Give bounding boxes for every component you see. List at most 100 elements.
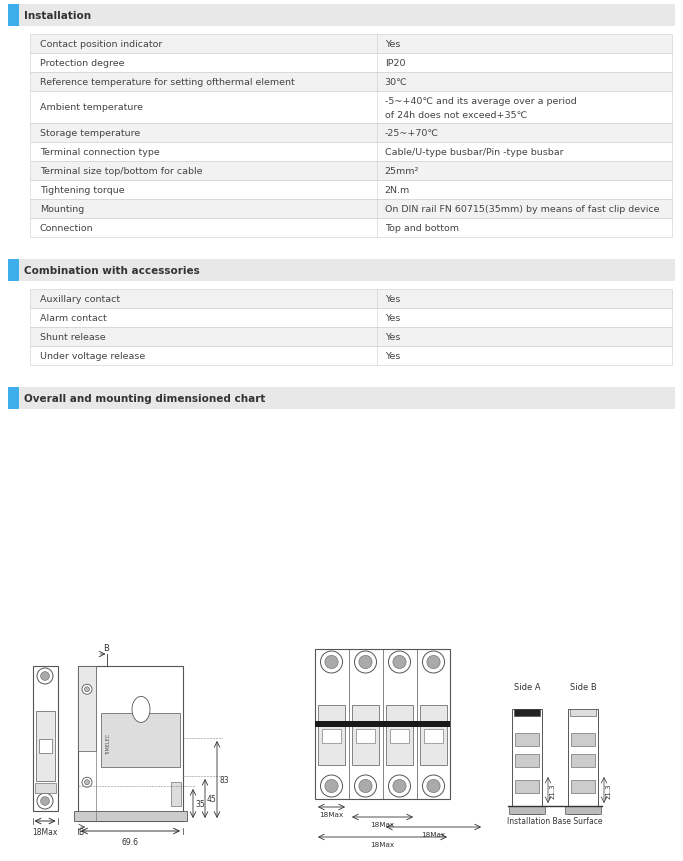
Bar bbox=[565, 806, 601, 814]
Circle shape bbox=[37, 668, 53, 684]
Ellipse shape bbox=[132, 697, 150, 722]
Text: 30℃: 30℃ bbox=[385, 77, 408, 87]
Text: Yes: Yes bbox=[385, 351, 400, 361]
Bar bbox=[390, 729, 409, 743]
Bar bbox=[571, 754, 595, 767]
Text: Contact position indicator: Contact position indicator bbox=[40, 40, 163, 49]
Text: 21.3: 21.3 bbox=[606, 783, 612, 798]
Bar bbox=[35, 784, 55, 793]
Bar bbox=[74, 811, 187, 821]
Text: Under voltage release: Under voltage release bbox=[40, 351, 145, 361]
Text: Mounting: Mounting bbox=[40, 205, 84, 214]
Bar bbox=[8, 5, 675, 27]
Text: Yes: Yes bbox=[385, 294, 400, 304]
Bar bbox=[386, 705, 413, 765]
Text: Yes: Yes bbox=[385, 313, 400, 323]
Bar bbox=[33, 666, 57, 811]
Bar bbox=[356, 729, 375, 743]
Bar bbox=[30, 347, 672, 366]
Circle shape bbox=[389, 775, 410, 797]
Bar bbox=[30, 143, 672, 162]
Bar bbox=[8, 387, 19, 410]
Circle shape bbox=[85, 687, 89, 692]
Text: of 24h does not exceed+35℃: of 24h does not exceed+35℃ bbox=[385, 110, 527, 120]
Bar bbox=[318, 705, 345, 765]
Bar bbox=[30, 92, 672, 124]
Bar bbox=[515, 734, 539, 746]
Circle shape bbox=[82, 777, 92, 787]
Bar bbox=[515, 754, 539, 767]
Text: 18Max: 18Max bbox=[421, 831, 445, 837]
Text: Alarm contact: Alarm contact bbox=[40, 313, 107, 323]
Text: Ambient temperature: Ambient temperature bbox=[40, 103, 143, 113]
Circle shape bbox=[393, 655, 406, 669]
Bar bbox=[322, 729, 341, 743]
Bar bbox=[30, 200, 672, 219]
Text: TIMELEC: TIMELEC bbox=[106, 733, 111, 754]
Text: 18Max: 18Max bbox=[32, 827, 57, 836]
Text: Tightening torque: Tightening torque bbox=[40, 186, 124, 195]
Circle shape bbox=[85, 780, 89, 785]
Circle shape bbox=[389, 651, 410, 673]
Bar bbox=[570, 709, 596, 716]
Text: IP20: IP20 bbox=[385, 59, 405, 68]
Text: 18Max: 18Max bbox=[370, 821, 395, 827]
Bar bbox=[8, 387, 675, 410]
Bar bbox=[571, 780, 595, 793]
Circle shape bbox=[354, 651, 376, 673]
Circle shape bbox=[427, 655, 440, 669]
Text: Side A: Side A bbox=[514, 682, 540, 691]
Circle shape bbox=[354, 775, 376, 797]
Text: -5~+40℃ and its average over a period: -5~+40℃ and its average over a period bbox=[385, 97, 576, 107]
Text: Terminal size top/bottom for cable: Terminal size top/bottom for cable bbox=[40, 167, 202, 176]
Bar bbox=[78, 666, 96, 752]
Circle shape bbox=[423, 775, 445, 797]
Text: 18Max: 18Max bbox=[370, 841, 395, 847]
Circle shape bbox=[320, 775, 342, 797]
Circle shape bbox=[320, 651, 342, 673]
Bar bbox=[30, 181, 672, 200]
Bar bbox=[30, 328, 672, 347]
Text: B: B bbox=[103, 643, 109, 653]
Circle shape bbox=[423, 651, 445, 673]
Bar bbox=[571, 734, 595, 746]
Bar bbox=[30, 35, 672, 54]
Bar bbox=[30, 308, 672, 328]
Circle shape bbox=[427, 779, 440, 793]
Text: 83: 83 bbox=[219, 775, 229, 784]
Bar bbox=[171, 783, 181, 806]
Text: Connection: Connection bbox=[40, 224, 94, 232]
Circle shape bbox=[325, 779, 338, 793]
Circle shape bbox=[40, 672, 49, 680]
Text: Cable/U-type busbar/Pin -type busbar: Cable/U-type busbar/Pin -type busbar bbox=[385, 148, 563, 157]
Bar bbox=[514, 709, 540, 716]
Bar bbox=[101, 713, 180, 767]
Text: Terminal connection type: Terminal connection type bbox=[40, 148, 160, 157]
Bar bbox=[509, 806, 545, 814]
Text: 45: 45 bbox=[207, 794, 217, 803]
Text: B: B bbox=[79, 827, 83, 836]
Text: 69.6: 69.6 bbox=[122, 837, 139, 846]
Bar bbox=[420, 705, 447, 765]
Text: 2N.m: 2N.m bbox=[385, 186, 410, 195]
Circle shape bbox=[359, 655, 372, 669]
Bar bbox=[515, 780, 539, 793]
Text: 25mm²: 25mm² bbox=[385, 167, 419, 176]
Bar bbox=[424, 729, 443, 743]
Text: Storage temperature: Storage temperature bbox=[40, 129, 140, 138]
Bar bbox=[352, 705, 379, 765]
Text: Yes: Yes bbox=[385, 40, 400, 49]
Text: Reference temperature for setting ofthermal element: Reference temperature for setting ofther… bbox=[40, 77, 295, 87]
Bar bbox=[30, 289, 672, 308]
Text: 21.3: 21.3 bbox=[550, 783, 556, 798]
Bar bbox=[512, 709, 542, 814]
Circle shape bbox=[37, 793, 53, 809]
Text: Yes: Yes bbox=[385, 332, 400, 342]
Bar bbox=[78, 666, 183, 821]
Circle shape bbox=[359, 779, 372, 793]
Bar bbox=[315, 649, 450, 799]
Text: Protection degree: Protection degree bbox=[40, 59, 124, 68]
Circle shape bbox=[325, 655, 338, 669]
Bar bbox=[8, 5, 19, 27]
Text: Top and bottom: Top and bottom bbox=[385, 224, 459, 232]
